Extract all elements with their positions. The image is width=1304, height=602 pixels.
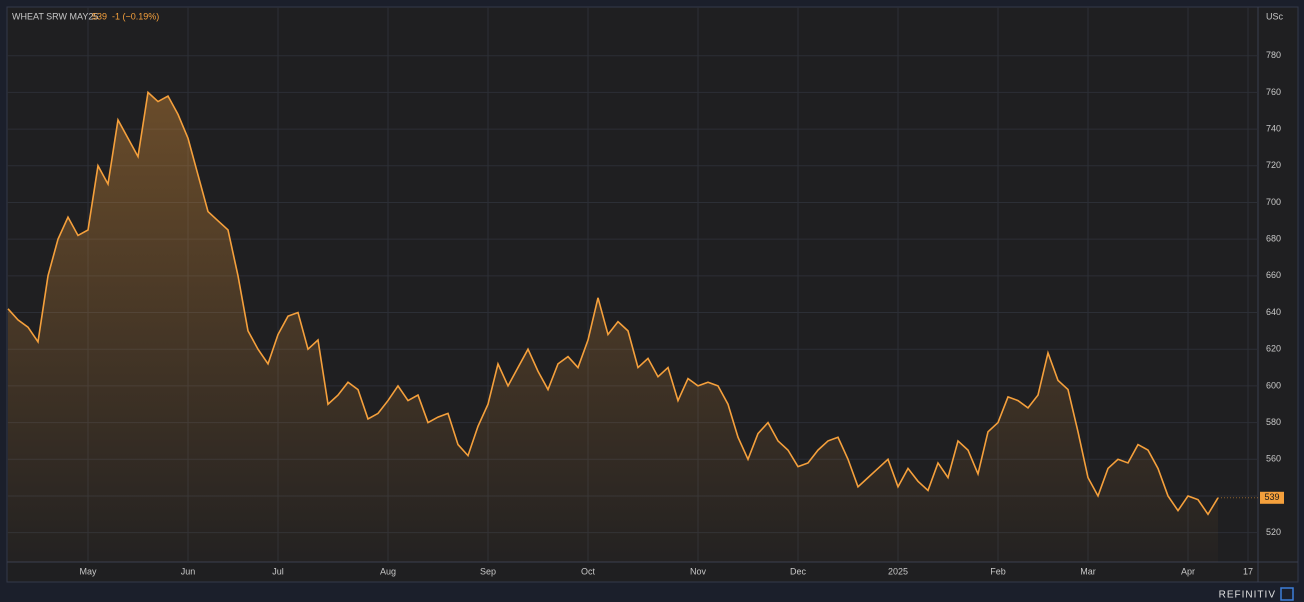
x-tick-label: Aug	[380, 566, 396, 576]
brand-icon	[1280, 587, 1294, 601]
y-tick-label: 640	[1266, 307, 1281, 317]
y-tick-label: 680	[1266, 234, 1281, 244]
y-tick-label: 780	[1266, 50, 1281, 60]
y-tick-label: 620	[1266, 344, 1281, 354]
y-tick-label: 560	[1266, 454, 1281, 464]
chart-title: WHEAT SRW MAY25	[12, 11, 98, 21]
x-tick-label: Dec	[790, 566, 807, 576]
marks	[7, 90, 1258, 563]
price-change: -1 (−0.19%)	[112, 11, 159, 21]
x-tick-label: Sep	[480, 566, 496, 576]
y-tick-label: 520	[1266, 527, 1281, 537]
x-tick-label: Apr	[1181, 566, 1195, 576]
brand: REFINITIV	[1219, 590, 1276, 601]
unit-label: USc	[1266, 11, 1284, 21]
x-tick-label: Nov	[690, 566, 707, 576]
last-price-badge	[1260, 491, 1284, 504]
x-tick-label: May	[79, 566, 97, 576]
x-tick-label: Jul	[272, 566, 284, 576]
x-tick-label: 17	[1243, 566, 1253, 576]
price-line	[7, 90, 1219, 516]
last-price: 539	[92, 11, 107, 21]
y-tick-label: 720	[1266, 160, 1281, 170]
y-tick-label: 580	[1266, 417, 1281, 427]
x-tick-label: 2025	[888, 566, 908, 576]
last-price-label: 539	[1264, 492, 1279, 502]
x-tick-label: Jun	[181, 566, 196, 576]
y-tick-label: 760	[1266, 87, 1281, 97]
y-tick-label: 660	[1266, 270, 1281, 280]
area	[8, 92, 1218, 563]
y-tick-label: 600	[1266, 380, 1281, 390]
x-tick-label: Oct	[581, 566, 596, 576]
x-tick-label: Feb	[990, 566, 1006, 576]
y-tick-label: 740	[1266, 123, 1281, 133]
x-tick-label: Mar	[1080, 566, 1096, 576]
y-tick-label: 700	[1266, 197, 1281, 207]
